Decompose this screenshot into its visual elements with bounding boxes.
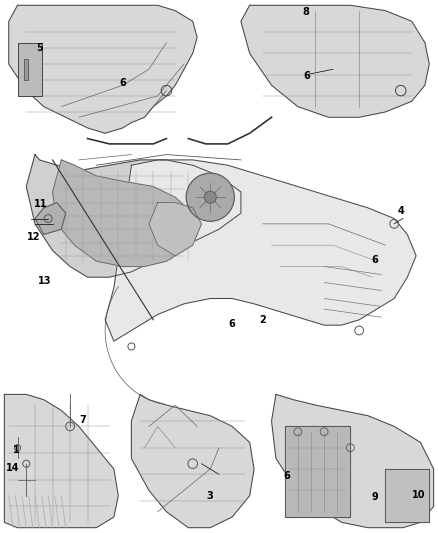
Polygon shape [9, 5, 197, 133]
Text: 11: 11 [34, 199, 47, 208]
Text: 4: 4 [397, 206, 404, 215]
Bar [18, 43, 42, 96]
Polygon shape [272, 394, 434, 528]
Text: 3: 3 [207, 491, 214, 500]
Polygon shape [26, 155, 241, 277]
Text: 7: 7 [80, 415, 87, 425]
Polygon shape [241, 5, 429, 117]
Polygon shape [53, 160, 197, 266]
Polygon shape [385, 469, 429, 522]
Text: 6: 6 [371, 255, 378, 265]
Polygon shape [35, 203, 66, 235]
Text: 9: 9 [371, 492, 378, 502]
Circle shape [186, 173, 234, 221]
Text: 8: 8 [302, 7, 309, 17]
Polygon shape [131, 394, 254, 528]
Text: 6: 6 [283, 471, 290, 481]
Text: 6: 6 [303, 71, 310, 81]
Polygon shape [149, 203, 201, 256]
Text: 14: 14 [6, 463, 19, 473]
Polygon shape [285, 426, 350, 517]
Text: 12: 12 [28, 232, 41, 242]
Text: 6: 6 [229, 319, 236, 329]
Text: 10: 10 [412, 490, 425, 499]
Polygon shape [4, 394, 118, 528]
Text: 1: 1 [13, 446, 20, 455]
Text: 13: 13 [38, 277, 51, 286]
Text: 5: 5 [36, 43, 43, 53]
Bar [24, 59, 28, 80]
Text: 6: 6 [119, 78, 126, 87]
Polygon shape [105, 160, 416, 341]
Text: 2: 2 [259, 315, 266, 325]
Circle shape [204, 191, 216, 203]
